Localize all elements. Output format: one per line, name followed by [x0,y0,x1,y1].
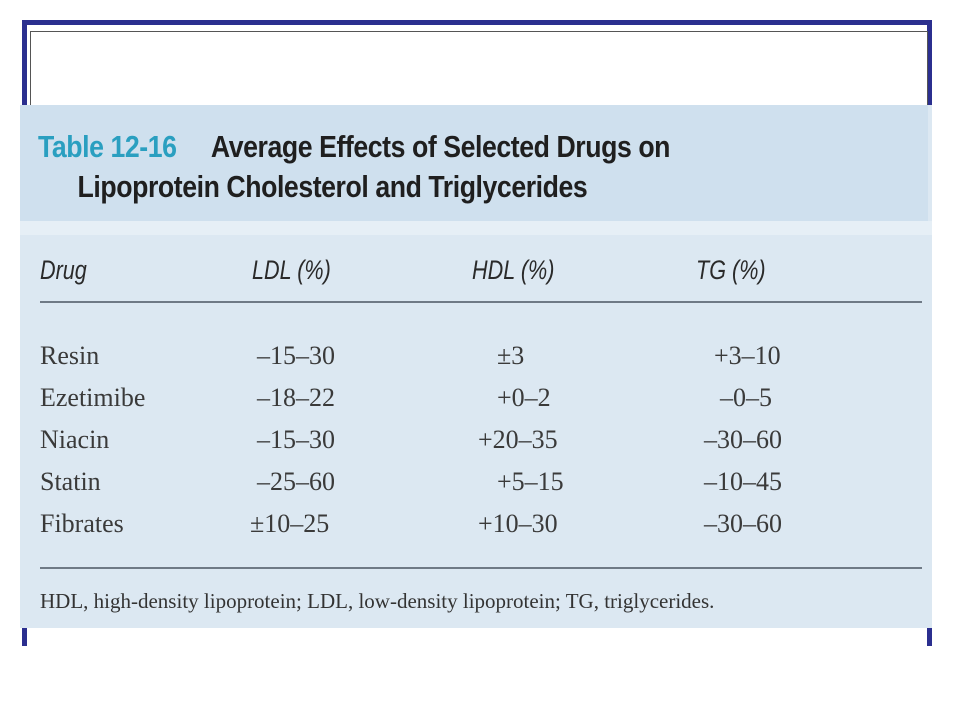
cell-drug: Ezetimibe [40,383,146,412]
header-drug: Drug [40,255,87,285]
cell-ldl: ±10–25 [250,509,330,538]
title-line-1: Average Effects of Selected Drugs on [210,129,671,164]
cell-tg: –30–60 [704,425,782,454]
cell-ldl: –25–60 [257,467,335,496]
cell-drug: Resin [40,341,100,370]
header-ldl: LDL (%) [252,255,331,285]
table-figure: Table 12-16 Average Effects of Selected D… [20,105,932,628]
cell-drug: Fibrates [40,509,124,538]
cell-drug: Niacin [40,425,110,454]
cell-hdl: +20–35 [478,425,558,454]
table-header-row: Drug LDL (%) HDL (%) TG (%) [20,255,932,295]
divider-band [20,221,932,235]
table-footnote: HDL, high-density lipoprotein; LDL, low-… [40,589,715,613]
cell-hdl: +10–30 [478,509,558,538]
table-number: Table 12-16 [38,129,177,164]
table-title: Table 12-16 Average Effects of Selected D… [38,127,670,207]
header-tg: TG (%) [696,255,766,285]
cell-drug: Statin [40,467,101,496]
cell-tg: –30–60 [704,509,782,538]
footer-rule [40,567,922,569]
slide-frame-inner [30,31,928,111]
table-row: Niacin –15–30 +20–35 –30–60 [20,425,932,465]
cell-tg: –0–5 [720,383,772,412]
header-rule [40,301,922,303]
cell-hdl: +0–2 [497,383,551,412]
cell-ldl: –18–22 [257,383,335,412]
header-hdl: HDL (%) [472,255,555,285]
table-row: Statin –25–60 +5–15 –10–45 [20,467,932,507]
cell-tg: +3–10 [714,341,781,370]
title-line-2: Lipoprotein Cholesterol and Triglyceride… [77,169,588,204]
cell-hdl: +5–15 [497,467,564,496]
cell-ldl: –15–30 [257,341,335,370]
cell-ldl: –15–30 [257,425,335,454]
table-row: Resin –15–30 ±3 +3–10 [20,341,932,381]
cell-tg: –10–45 [704,467,782,496]
cell-hdl: ±3 [497,341,525,370]
table-row: Ezetimibe –18–22 +0–2 –0–5 [20,383,932,423]
table-row: Fibrates ±10–25 +10–30 –30–60 [20,509,932,549]
title-band: Table 12-16 Average Effects of Selected D… [20,105,928,221]
